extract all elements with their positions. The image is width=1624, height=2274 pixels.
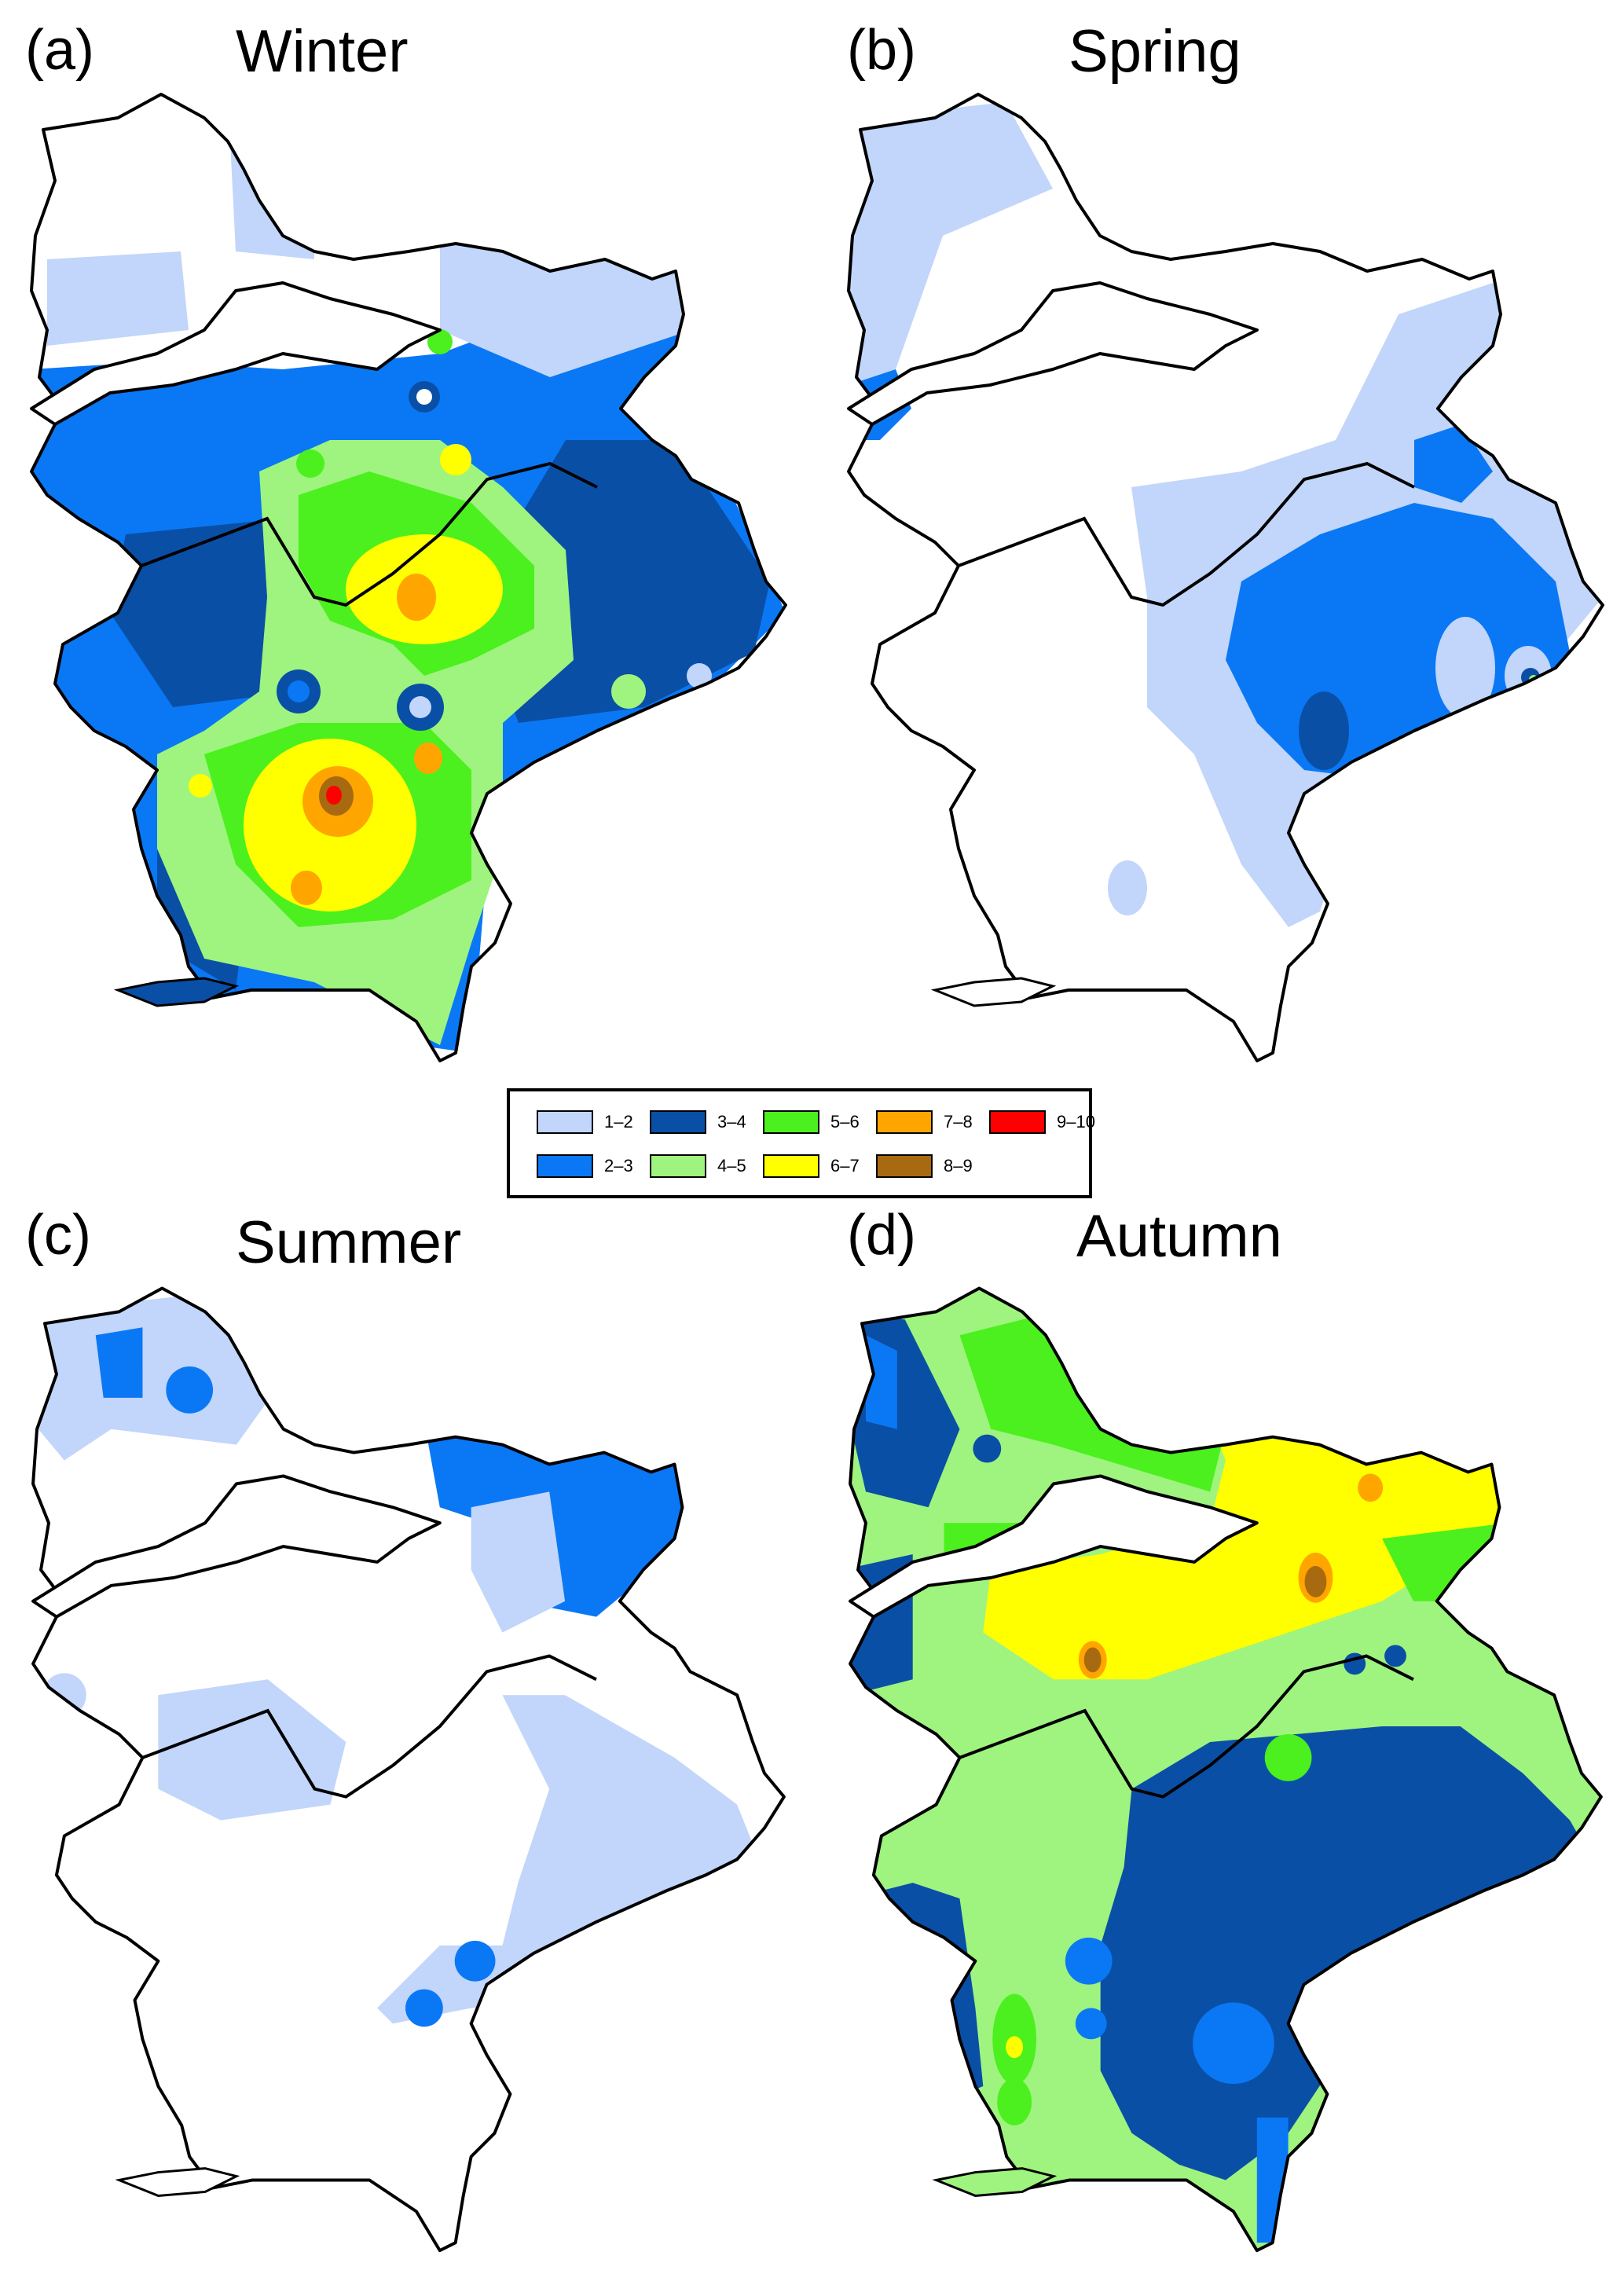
- panel-title: Autumn: [1076, 1203, 1282, 1270]
- panel-winter: (a) Winter: [0, 0, 809, 1084]
- legend-label: 4–5: [717, 1156, 746, 1176]
- legend-item: 2–3: [537, 1153, 633, 1179]
- legend-label: 8–9: [944, 1156, 973, 1176]
- panel-label: (a): [25, 19, 94, 82]
- legend-label: 3–4: [717, 1112, 746, 1131]
- legend-swatch: [763, 1154, 819, 1178]
- legend-swatch: [876, 1110, 933, 1134]
- panel-label: (c): [25, 1204, 91, 1267]
- map-spring: [847, 93, 1604, 1062]
- legend-item: 8–9: [876, 1153, 973, 1179]
- panel-autumn: (d) Autumn: [817, 1194, 1624, 2274]
- panel-label: (d): [847, 1204, 916, 1267]
- legend-label: 2–3: [604, 1156, 633, 1176]
- legend-swatch: [537, 1110, 593, 1134]
- panel-label: (b): [847, 19, 916, 82]
- legend-swatch: [989, 1110, 1046, 1134]
- legend-item: 9–10: [989, 1109, 1095, 1135]
- legend: 1–2 2–3 3–4 4–5 5–6 6–7 7–8 8–9 9–10: [507, 1088, 1095, 1198]
- legend-swatch: [537, 1154, 593, 1178]
- legend-swatch: [650, 1154, 706, 1178]
- legend-item: 1–2: [537, 1109, 633, 1135]
- map-winter: [30, 93, 787, 1062]
- panel-summer: (c) Summer: [0, 1194, 809, 2274]
- panel-title: Summer: [236, 1209, 462, 1276]
- legend-item: 7–8: [876, 1109, 973, 1135]
- legend-item: 6–7: [763, 1153, 860, 1179]
- legend-item: 4–5: [650, 1153, 746, 1179]
- panel-title: Spring: [1069, 18, 1241, 85]
- legend-item: 5–6: [763, 1109, 860, 1135]
- legend-label: 1–2: [604, 1112, 633, 1131]
- legend-label: 6–7: [830, 1156, 860, 1176]
- legend-label: 7–8: [944, 1112, 973, 1131]
- legend-swatch: [876, 1154, 933, 1178]
- legend-swatch: [650, 1110, 706, 1134]
- legend-label: 5–6: [830, 1112, 860, 1131]
- legend-label: 9–10: [1057, 1112, 1095, 1131]
- map-summer: [31, 1286, 786, 2253]
- legend-item: 3–4: [650, 1109, 746, 1135]
- panel-spring: (b) Spring: [817, 0, 1624, 1084]
- map-autumn: [849, 1286, 1603, 2253]
- panel-title: Winter: [236, 18, 409, 85]
- legend-swatch: [763, 1110, 819, 1134]
